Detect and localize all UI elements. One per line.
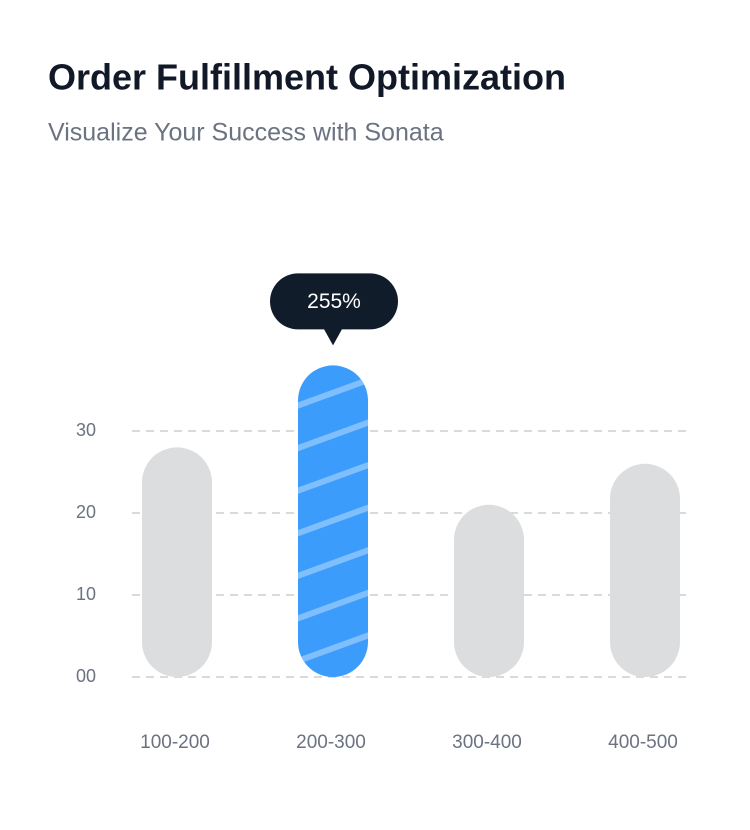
y-tick-label: 30 bbox=[76, 420, 96, 440]
y-tick-label: 20 bbox=[76, 502, 96, 522]
x-tick-label: 300-400 bbox=[452, 732, 522, 753]
bar bbox=[142, 447, 212, 677]
x-tick-label: 200-300 bbox=[296, 732, 366, 753]
x-tick-label: 100-200 bbox=[140, 732, 210, 753]
tooltip-box bbox=[270, 273, 398, 330]
x-tick-label: 400-500 bbox=[608, 732, 678, 753]
bar bbox=[454, 504, 524, 677]
tooltip-label: 255% bbox=[307, 290, 361, 313]
tooltip-pointer bbox=[323, 327, 343, 346]
bar bbox=[610, 463, 680, 677]
y-tick-label: 10 bbox=[76, 584, 96, 604]
y-tick-label: 00 bbox=[76, 666, 96, 686]
chart-subtitle: Visualize Your Success with Sonata bbox=[48, 119, 444, 147]
bar-stripes bbox=[298, 365, 368, 677]
chart-title: Order Fulfillment Optimization bbox=[48, 57, 566, 98]
